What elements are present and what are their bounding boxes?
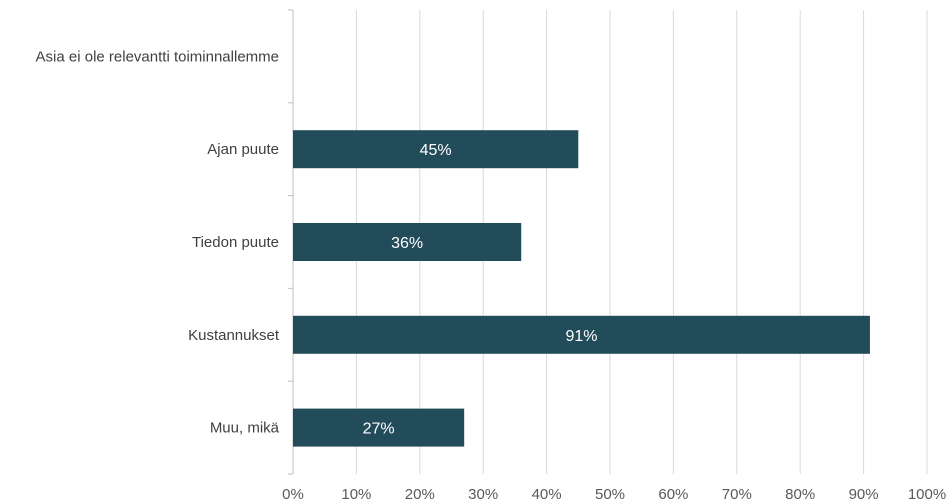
bar-3 <box>293 315 870 354</box>
data-label: 36% <box>391 235 423 252</box>
x-tick-label: 70% <box>722 486 752 503</box>
x-tick-label: 100% <box>908 486 946 503</box>
bars: 45% 36% 91% 27% <box>293 130 870 447</box>
x-tick-label: 90% <box>849 486 879 503</box>
bar-2 <box>293 223 522 261</box>
category-label: Tiedon puute <box>192 234 279 251</box>
x-tick-label: 0% <box>282 486 304 503</box>
x-tick-label: 50% <box>595 486 625 503</box>
x-tick-label: 40% <box>532 486 562 503</box>
data-label: 91% <box>565 328 597 345</box>
gridlines <box>288 9 928 475</box>
category-label: Ajan puute <box>207 141 279 158</box>
x-tick-label: 10% <box>341 486 371 503</box>
x-tick-label: 30% <box>468 486 498 503</box>
x-tick-label: 60% <box>658 486 688 503</box>
category-labels: Asia ei ole relevantti toiminnallemme Aja… <box>36 48 280 436</box>
category-label: Muu, mikä <box>210 420 280 437</box>
x-axis-tick-labels: 0% 10% 20% 30% 40% 50% 60% 70% 80% 90% 100% <box>282 486 946 503</box>
x-tick-label: 80% <box>785 486 815 503</box>
data-label: 27% <box>363 421 395 438</box>
bar-4 <box>293 408 465 447</box>
data-label: 45% <box>420 142 452 159</box>
bar-1 <box>293 130 579 169</box>
category-label: Kustannukset <box>188 327 280 344</box>
x-tick-label: 20% <box>405 486 435 503</box>
category-label: Asia ei ole relevantti toiminnallemme <box>36 48 279 65</box>
